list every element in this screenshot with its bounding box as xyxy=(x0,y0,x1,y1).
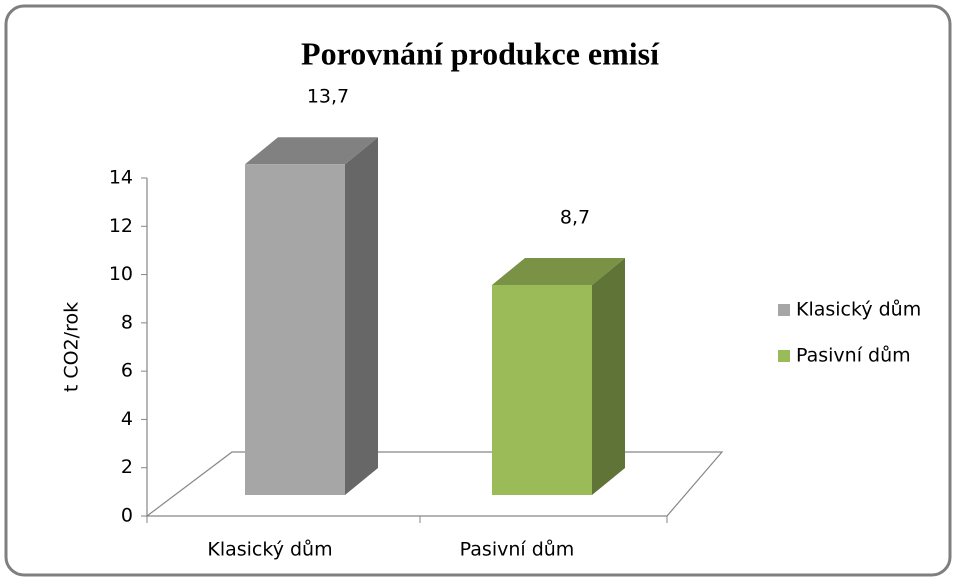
y-tick-label: 8 xyxy=(121,311,133,333)
bar-side xyxy=(592,257,625,495)
bar-top xyxy=(245,137,378,165)
legend-label: Pasivní dům xyxy=(796,345,911,367)
x-tick-label: Klasický dům xyxy=(207,539,332,561)
x-tick-label: Pasivní dům xyxy=(460,539,575,561)
legend-label: Klasický dům xyxy=(796,299,921,321)
legend-swatch xyxy=(778,304,790,316)
floor xyxy=(145,451,724,517)
bar-side xyxy=(345,137,378,495)
data-label: 13,7 xyxy=(307,86,349,108)
y-tick-label: 10 xyxy=(109,263,133,285)
legend-swatch xyxy=(778,350,790,362)
chart-title: Porovnání produkce emisí xyxy=(301,35,660,71)
y-tick-label: 4 xyxy=(121,408,133,430)
chart-frame xyxy=(4,4,952,577)
bar xyxy=(245,164,345,495)
y-tick-label: 14 xyxy=(109,167,133,189)
y-axis-label: t CO2/rok xyxy=(61,302,83,392)
bar xyxy=(492,284,592,495)
y-tick-label: 2 xyxy=(121,456,133,478)
data-label: 8,7 xyxy=(560,206,590,228)
y-tick-label: 6 xyxy=(121,360,133,382)
bar-top xyxy=(492,257,625,285)
y-tick-label: 12 xyxy=(109,215,133,237)
y-tick-label: 0 xyxy=(121,505,133,527)
